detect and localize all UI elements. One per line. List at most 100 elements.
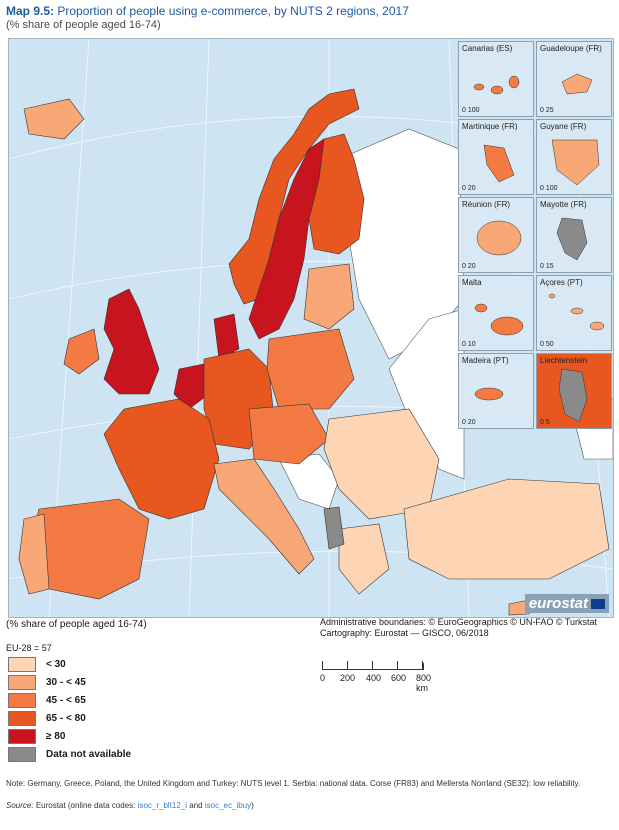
inset-label: Martinique (FR) xyxy=(462,122,518,131)
eurostat-logo: eurostat xyxy=(524,594,609,613)
inset-label: Liechtenstein xyxy=(540,356,588,365)
inset-guyane: Guyane (FR) 0 100 xyxy=(536,119,612,195)
credits-cartography: Cartography: Eurostat — GISCO, 06/2018 xyxy=(320,628,489,638)
source-line: Source: Eurostat (online data codes: iso… xyxy=(6,801,254,810)
legend-label: 65 - < 80 xyxy=(46,712,86,724)
region-sweden xyxy=(248,138,325,340)
legend-swatch xyxy=(8,674,36,690)
scale-tick xyxy=(397,661,398,669)
inset-scale: 0 100 xyxy=(540,185,558,192)
inset-martinique: Martinique (FR) 0 20 xyxy=(458,119,534,195)
region-turkey xyxy=(403,478,610,580)
legend-item: Data not available xyxy=(8,745,131,763)
scale-label: 0 xyxy=(320,673,326,683)
region-central xyxy=(248,403,330,465)
legend-swatch xyxy=(8,728,36,744)
legend-label: < 30 xyxy=(46,658,66,670)
map-title: Map 9.5: Proportion of people using e-co… xyxy=(6,4,409,18)
source-and: and xyxy=(189,801,203,810)
inset-scale: 0 25 xyxy=(540,107,554,114)
scale-label: 400 xyxy=(366,673,382,683)
eurostat-logo-text: eurostat xyxy=(528,595,588,612)
legend-label: ≥ 80 xyxy=(46,730,66,742)
map-subtitle: (% share of people aged 16-74) xyxy=(6,19,161,31)
region-baltics xyxy=(303,263,355,330)
eu-average: EU-28 = 57 xyxy=(6,643,52,653)
credits: Administrative boundaries: © EuroGeograp… xyxy=(320,617,615,639)
legend-label: 45 - < 65 xyxy=(46,694,86,706)
region-albania xyxy=(323,506,345,550)
map-area: Canarias (ES) 0 100 Guadeloupe (FR) 0 25… xyxy=(8,38,614,618)
inset-label: Madeira (PT) xyxy=(462,356,509,365)
legend-title: (% share of people aged 16-74) xyxy=(6,619,147,630)
region-poland xyxy=(266,328,355,410)
inset-acores: Açores (PT) 0 50 xyxy=(536,275,612,351)
scale-bar: 0 200 400 600 800 km xyxy=(320,661,442,693)
inset-scale: 0 10 xyxy=(462,341,476,348)
scale-label: 800 km xyxy=(416,673,432,693)
source-text: Eurostat (online data codes: xyxy=(35,801,136,810)
region-greece xyxy=(338,523,390,595)
inset-label: Mayotte (FR) xyxy=(540,200,587,209)
inset-scale: 0 100 xyxy=(462,107,480,114)
region-ireland xyxy=(63,328,100,375)
legend-swatch xyxy=(8,710,36,726)
region-benelux xyxy=(173,363,210,410)
scale-label: 200 xyxy=(340,673,356,683)
scale-tick xyxy=(347,661,348,669)
legend-swatch xyxy=(8,656,36,672)
source-label: Source: xyxy=(6,801,34,810)
legend: < 30 30 - < 45 45 - < 65 65 - < 80 ≥ 80 … xyxy=(8,655,131,763)
inset-scale: 0 50 xyxy=(540,341,554,348)
region-france xyxy=(103,398,220,520)
inset-malta: Malta 0 10 xyxy=(458,275,534,351)
inset-scale: 0 20 xyxy=(462,419,476,426)
inset-scale: 0 5 xyxy=(540,419,550,426)
legend-item: 30 - < 45 xyxy=(8,673,131,691)
inset-madeira: Madeira (PT) 0 20 xyxy=(458,353,534,429)
legend-swatch xyxy=(8,746,36,762)
inset-scale: 0 20 xyxy=(462,263,476,270)
scale-tick xyxy=(372,661,373,669)
region-southeast xyxy=(323,408,440,520)
map-number: Map 9.5: xyxy=(6,4,55,18)
inset-scale: 0 20 xyxy=(462,185,476,192)
inset-label: Malta xyxy=(462,278,482,287)
scale-tick xyxy=(322,661,323,669)
region-uk xyxy=(103,288,160,395)
region-portugal xyxy=(18,513,50,595)
region-italy xyxy=(213,458,315,575)
eu-flag-icon xyxy=(591,599,605,610)
source-code-link[interactable]: isoc_r_blt12_i xyxy=(137,801,188,810)
legend-label: Data not available xyxy=(46,748,132,760)
inset-liechtenstein: Liechtenstein 0 5 xyxy=(536,353,612,429)
source-end: ) xyxy=(251,801,254,810)
legend-item: ≥ 80 xyxy=(8,727,131,745)
source-code-link[interactable]: isoc_ec_ibuy xyxy=(204,801,252,810)
region-norway xyxy=(228,88,360,305)
inset-label: Guadeloupe (FR) xyxy=(540,44,602,53)
footnote: Note: Germany, Greece, Poland, the Unite… xyxy=(6,779,581,788)
inset-mayotte: Mayotte (FR) 0 15 xyxy=(536,197,612,273)
scale-bar-line xyxy=(322,663,424,670)
credits-boundaries: Administrative boundaries: © EuroGeograp… xyxy=(320,617,598,627)
map-title-text: Proportion of people using e-commerce, b… xyxy=(57,4,409,18)
inset-label: Réunion (FR) xyxy=(462,200,511,209)
inset-scale: 0 15 xyxy=(540,263,554,270)
inset-label: Açores (PT) xyxy=(540,278,583,287)
legend-item: 45 - < 65 xyxy=(8,691,131,709)
region-iceland xyxy=(23,98,85,140)
legend-label: 30 - < 45 xyxy=(46,676,86,688)
europe-choropleth xyxy=(9,39,613,617)
scale-label: 600 xyxy=(391,673,407,683)
region-denmark xyxy=(213,313,240,360)
legend-swatch xyxy=(8,692,36,708)
scale-tick xyxy=(422,661,423,669)
inset-label: Guyane (FR) xyxy=(540,122,587,131)
inset-reunion: Réunion (FR) 0 20 xyxy=(458,197,534,273)
region-finland xyxy=(308,133,365,255)
legend-item: 65 - < 80 xyxy=(8,709,131,727)
inset-canarias: Canarias (ES) 0 100 xyxy=(458,41,534,117)
inset-label: Canarias (ES) xyxy=(462,44,513,53)
inset-guadeloupe: Guadeloupe (FR) 0 25 xyxy=(536,41,612,117)
